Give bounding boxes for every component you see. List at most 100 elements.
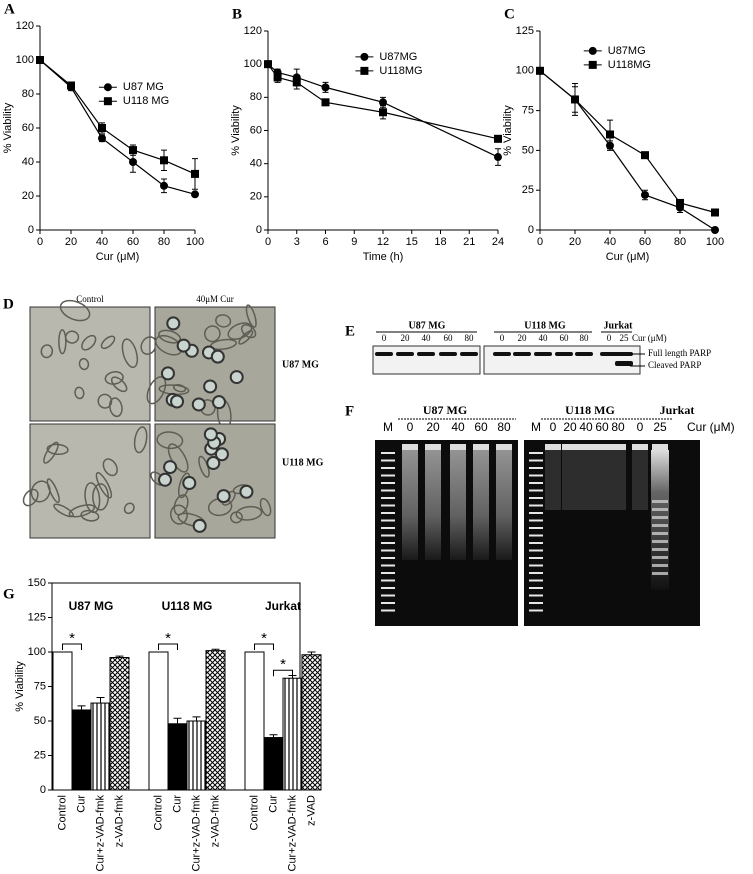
round-cell — [210, 349, 225, 364]
cell — [227, 322, 253, 340]
ladder-band — [381, 527, 395, 529]
lane-label: 0 — [637, 420, 644, 434]
legend-label: U87MG — [608, 45, 646, 57]
bar — [167, 723, 188, 791]
ladder-band — [381, 579, 395, 582]
y-tick-label: 120 — [244, 25, 262, 37]
x-tick-label: Cur — [75, 795, 87, 813]
blot — [372, 345, 481, 375]
marker — [641, 190, 649, 199]
significance-label: * — [280, 656, 286, 673]
ladder-band — [529, 572, 543, 574]
y-tick-label: 0 — [28, 224, 34, 236]
y-axis-label: % Viability — [502, 105, 514, 156]
y-tick-label: 60 — [22, 122, 34, 134]
smear — [402, 450, 418, 560]
y-tick-label: 40 — [250, 158, 262, 170]
lane-label: 60 — [595, 420, 609, 434]
group-label: U118 MG — [524, 320, 566, 331]
ladder-band — [529, 549, 543, 552]
x-tick-label: Control — [56, 795, 68, 830]
x-tick-label: Cur — [171, 795, 183, 813]
lane-label: 0 — [607, 333, 612, 343]
unit-label: Cur (μM) — [687, 420, 735, 434]
smear — [545, 450, 561, 510]
cell — [102, 458, 118, 477]
panel-label: F — [345, 403, 354, 419]
x-tick-label: z-VAD-fmk — [209, 795, 221, 848]
y-tick-label: 100 — [244, 58, 262, 70]
bar — [90, 702, 111, 791]
round-cell — [182, 476, 197, 491]
well — [545, 444, 561, 450]
ladder-band — [529, 459, 543, 462]
group-label: U118 MG — [162, 599, 213, 613]
cell — [46, 478, 60, 504]
band — [417, 352, 435, 356]
lane-label: 40 — [579, 420, 593, 434]
lane-label: 80 — [611, 420, 625, 434]
lane-label: 0 — [550, 420, 557, 434]
bar — [301, 654, 322, 791]
ladder-band — [529, 482, 543, 484]
group-label: U118 MG — [565, 403, 615, 417]
error-bar — [115, 655, 124, 658]
cell — [78, 357, 90, 371]
marker — [494, 153, 502, 162]
x-tick-label: Control — [152, 795, 164, 830]
band — [513, 352, 531, 356]
cell — [95, 472, 113, 499]
ladder-band — [381, 482, 395, 484]
x-tick-label: 20 — [569, 236, 581, 248]
round-cell — [170, 394, 185, 409]
cell — [172, 383, 187, 393]
group-label: U87 MG — [423, 403, 467, 417]
lane-label: 40 — [539, 333, 549, 343]
lane-label: 40 — [451, 420, 465, 434]
significance-label: * — [69, 630, 75, 647]
error-bar — [211, 648, 220, 651]
significance-label: * — [165, 630, 171, 647]
x-tick-label: Cur+z-VAD-fmk — [94, 795, 106, 872]
y-axis-label: % Viability — [230, 105, 242, 156]
cell — [133, 426, 148, 454]
ladder-band — [529, 609, 543, 612]
lane-label: 25 — [620, 333, 630, 343]
marker — [606, 130, 614, 139]
y-tick-label: 75 — [34, 680, 46, 692]
ladder-band — [529, 512, 543, 514]
smear — [578, 450, 594, 510]
significance-label: * — [261, 630, 267, 647]
significance-bracket — [273, 669, 293, 677]
lane-label: 0 — [407, 420, 414, 434]
ladder-band — [529, 519, 543, 522]
smear — [496, 450, 512, 560]
x-tick-label: 100 — [706, 236, 724, 248]
cell — [64, 330, 80, 344]
x-tick-label: 21 — [463, 236, 475, 248]
ladder-band — [529, 497, 543, 499]
smear — [610, 450, 626, 510]
error-bar — [96, 697, 105, 704]
cell — [58, 329, 67, 355]
x-tick-label: Control — [248, 795, 260, 830]
x-axis-label: Cur (μM) — [606, 251, 650, 263]
well — [450, 444, 466, 450]
group-label: U87 MG — [409, 320, 446, 331]
error-bar — [269, 734, 278, 738]
bar — [52, 651, 73, 791]
bar — [205, 650, 226, 791]
ladder-band — [381, 467, 395, 469]
band-label: Full length PARP — [648, 348, 711, 358]
column-label: Control — [76, 294, 104, 304]
band-label: Cleaved PARP — [648, 360, 701, 370]
well — [578, 444, 594, 450]
ladder-band — [381, 452, 395, 454]
well — [562, 444, 578, 450]
ladder-band — [652, 540, 668, 543]
round-cell — [229, 370, 244, 385]
lane-label: 0 — [382, 333, 387, 343]
cell — [109, 397, 123, 418]
marker — [641, 151, 649, 160]
